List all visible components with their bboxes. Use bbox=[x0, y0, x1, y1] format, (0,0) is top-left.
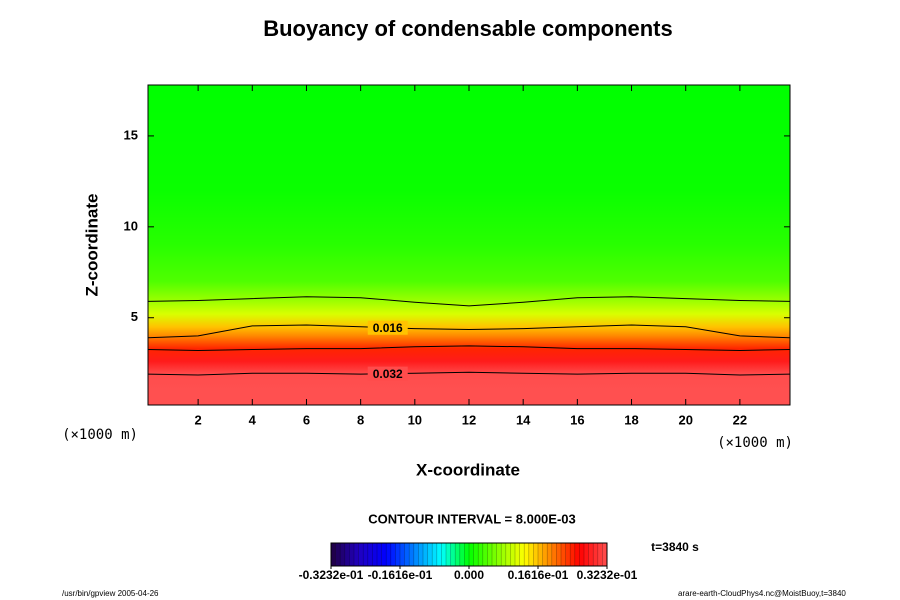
colorbar-swatch bbox=[501, 543, 507, 566]
colorbar-swatch bbox=[423, 543, 428, 566]
colorbar-swatch bbox=[478, 543, 484, 566]
x-tick-label: 10 bbox=[408, 412, 422, 427]
colorbar-swatch bbox=[515, 543, 520, 566]
colorbar-swatch bbox=[427, 543, 433, 566]
contour-label: 0.032 bbox=[373, 367, 403, 381]
footer-left: /usr/bin/gpview 2005-04-26 bbox=[62, 589, 159, 598]
colorbar-tick-label: -0.1616e-01 bbox=[368, 568, 433, 582]
x-tick-label: 16 bbox=[570, 412, 584, 427]
y-tick-label: 5 bbox=[131, 309, 138, 324]
colorbar-swatch bbox=[349, 543, 355, 566]
contour-label-bg bbox=[367, 366, 408, 381]
colorbar-swatch bbox=[519, 543, 525, 566]
colorbar-swatch bbox=[542, 543, 548, 566]
contour-interval: CONTOUR INTERVAL = 8.000E-03 bbox=[368, 511, 575, 526]
contour-line bbox=[147, 345, 791, 352]
colorbar-swatch bbox=[510, 543, 516, 566]
y-tick-label: 15 bbox=[124, 127, 138, 142]
contour-line bbox=[147, 371, 791, 376]
colorbar-swatch bbox=[551, 543, 557, 566]
footer-right: arare-earth-CloudPhys4.nc@MoistBuoy,t=38… bbox=[678, 589, 846, 598]
colorbar-swatch bbox=[363, 543, 369, 566]
y-axis-label: Z-coordinate bbox=[82, 194, 101, 297]
colorbar-swatch bbox=[482, 543, 488, 566]
time-label: t=3840 s bbox=[651, 540, 699, 554]
x-tick-label: 14 bbox=[516, 412, 531, 427]
colorbar-swatch bbox=[505, 543, 511, 566]
colorbar-swatch bbox=[538, 543, 543, 566]
colorbar-swatch bbox=[386, 543, 392, 566]
x-axis-label: X-coordinate bbox=[416, 460, 520, 479]
x-unit-label: (×1000 m) bbox=[717, 435, 793, 451]
colorbar-tick-label: -0.3232e-01 bbox=[299, 568, 364, 582]
colorbar-swatch bbox=[524, 543, 530, 566]
colorbar-swatch bbox=[588, 543, 594, 566]
colorbar-swatch bbox=[441, 543, 447, 566]
colorbar-swatch bbox=[496, 543, 502, 566]
colorbar-swatch bbox=[377, 543, 382, 566]
x-tick-label: 2 bbox=[194, 412, 201, 427]
colorbar-swatch bbox=[358, 543, 364, 566]
x-tick-label: 6 bbox=[303, 412, 310, 427]
colorbar-swatch bbox=[547, 543, 553, 566]
colorbar-swatch bbox=[487, 543, 493, 566]
colorbar-swatch bbox=[579, 543, 585, 566]
y-unit-label: (×1000 m) bbox=[62, 427, 138, 443]
x-tick-label: 20 bbox=[678, 412, 692, 427]
colorbar-swatch bbox=[469, 543, 474, 566]
colorbar-swatch bbox=[455, 543, 461, 566]
contour-line bbox=[147, 296, 791, 307]
colorbar-swatch bbox=[492, 543, 497, 566]
colorbar-swatch bbox=[400, 543, 405, 566]
x-tick-label: 12 bbox=[462, 412, 476, 427]
colorbar-swatch bbox=[584, 543, 589, 566]
contour-line bbox=[147, 324, 791, 339]
colorbar-swatch bbox=[436, 543, 442, 566]
colorbar-swatch bbox=[344, 543, 350, 566]
colorbar-swatch bbox=[597, 543, 603, 566]
contour-label: 0.016 bbox=[373, 321, 403, 335]
colorbar-swatch bbox=[367, 543, 373, 566]
colorbar-swatch bbox=[395, 543, 401, 566]
colorbar-swatch bbox=[354, 543, 359, 566]
colorbar-swatch bbox=[418, 543, 424, 566]
x-tick-label: 22 bbox=[733, 412, 747, 427]
colorbar-swatch bbox=[565, 543, 571, 566]
colorbar-swatch bbox=[533, 543, 539, 566]
colorbar-swatch bbox=[602, 543, 608, 566]
field-fill bbox=[148, 85, 790, 405]
colorbar-swatch bbox=[372, 543, 378, 566]
colorbar-swatch bbox=[574, 543, 580, 566]
x-tick-label: 4 bbox=[249, 412, 257, 427]
colorbar-swatch bbox=[404, 543, 410, 566]
colorbar-swatch bbox=[390, 543, 396, 566]
colorbar-swatch bbox=[570, 543, 576, 566]
colorbar-swatch bbox=[432, 543, 438, 566]
colorbar-swatch bbox=[331, 543, 336, 566]
colorbar-swatch bbox=[464, 543, 470, 566]
colorbar-swatch bbox=[409, 543, 415, 566]
x-tick-label: 8 bbox=[357, 412, 364, 427]
colorbar-swatch bbox=[335, 543, 341, 566]
contour-label-bg bbox=[367, 320, 408, 335]
colorbar-swatch bbox=[450, 543, 456, 566]
colorbar-swatch bbox=[446, 543, 451, 566]
colorbar-swatch bbox=[381, 543, 387, 566]
x-tick-label: 18 bbox=[624, 412, 638, 427]
colorbar-tick-label: 0.3232e-01 bbox=[577, 568, 638, 582]
colorbar-swatch bbox=[593, 543, 599, 566]
y-tick-label: 10 bbox=[124, 218, 138, 233]
colorbar-swatch bbox=[340, 543, 346, 566]
colorbar-swatch bbox=[459, 543, 465, 566]
colorbar-swatch bbox=[561, 543, 566, 566]
colorbar-tick-label: 0.1616e-01 bbox=[508, 568, 569, 582]
colorbar-tick-label: 0.000 bbox=[454, 568, 484, 582]
colorbar-swatch bbox=[473, 543, 479, 566]
colorbar-swatch bbox=[528, 543, 534, 566]
chart-title: Buoyancy of condensable components bbox=[263, 16, 673, 41]
colorbar-swatch bbox=[556, 543, 562, 566]
colorbar-swatch bbox=[413, 543, 419, 566]
